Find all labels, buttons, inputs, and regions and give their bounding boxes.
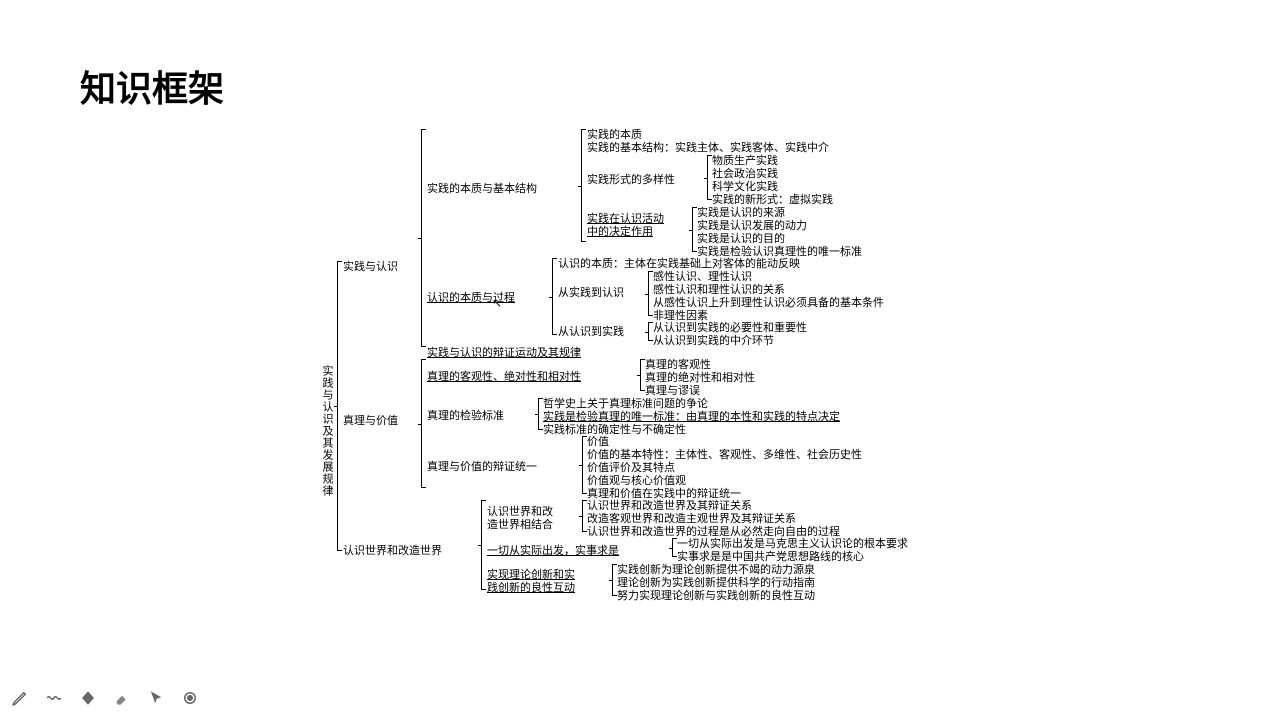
wave-icon[interactable]	[44, 688, 64, 708]
brace	[538, 398, 539, 430]
tree-node: 认识世界和改造世界及其辩证关系	[587, 500, 752, 513]
brace	[672, 538, 673, 557]
tree-node: 改造客观世界和改造主观世界及其辩证关系	[587, 513, 796, 526]
tree-node: 一切从实际出发，实事求是	[487, 545, 619, 558]
tree-node: 从认识到实践的中介环节	[653, 335, 774, 348]
tree-node: 价值的基本特性：主体性、客观性、多维性、社会历史性	[587, 449, 862, 462]
tree-node: 价值	[587, 436, 609, 449]
tree-node: 从认识到实践	[558, 326, 624, 339]
brace	[707, 155, 708, 200]
brace	[481, 500, 482, 590]
tree-node: 真理与谬误	[645, 385, 700, 398]
tree-node: 社会政治实践	[712, 168, 778, 181]
tree-node: 实践是认识的来源	[697, 207, 785, 220]
tree-node: 一切从实际出发是马克思主义认识论的根本要求	[677, 538, 908, 551]
tree-node: 实事求是是中国共产党思想路线的核心	[677, 551, 864, 564]
tree-node: 感性认识和理性认识的关系	[653, 284, 785, 297]
tree-node: 认识的本质与过程	[427, 292, 515, 305]
tree-node: 认识世界和改	[487, 506, 553, 519]
tree-node: 实践标准的确定性与不确定性	[543, 424, 686, 437]
tree-node: 实践的本质	[587, 129, 642, 142]
brace	[552, 258, 553, 335]
brace	[648, 322, 649, 341]
tree-node: 努力实现理论创新与实践创新的良性互动	[617, 590, 815, 603]
brace	[421, 359, 422, 488]
tree-node: 造世界相结合	[487, 519, 553, 532]
tree-node: 中的决定作用	[587, 226, 653, 239]
brace	[582, 436, 583, 494]
tree-node: 认识世界和改造世界	[343, 545, 442, 558]
brace	[421, 129, 422, 347]
tree-node: 理论创新为实践创新提供科学的行动指南	[617, 577, 815, 590]
pen-icon[interactable]	[10, 688, 30, 708]
tree-node: 真理的绝对性和相对性	[645, 372, 755, 385]
eraser-icon[interactable]	[112, 688, 132, 708]
brace	[692, 207, 693, 252]
tree-node: 价值观与核心价值观	[587, 475, 686, 488]
tree-node: 实践的本质与基本结构	[427, 183, 537, 196]
tree-node: 真理的客观性、绝对性和相对性	[427, 371, 581, 384]
tree-node: 价值评价及其特点	[587, 462, 675, 475]
page-title: 知识框架	[80, 60, 224, 112]
tree-node: 实践与认识	[343, 261, 398, 274]
pointer-icon[interactable]	[146, 688, 166, 708]
brace	[640, 359, 641, 391]
brace	[581, 129, 582, 242]
tree-node: 感性认识、理性认识	[653, 271, 752, 284]
brace	[337, 261, 338, 551]
annotation-toolbar	[10, 688, 200, 708]
tree-node: 实现理论创新和实	[487, 569, 575, 582]
brace	[582, 500, 583, 532]
tree-node: 实践形式的多样性	[587, 174, 675, 187]
tree-node: 实践创新为理论创新提供不竭的动力源泉	[617, 564, 815, 577]
tree-node: 从认识到实践的必要性和重要性	[653, 322, 807, 335]
diamond-icon[interactable]	[78, 688, 98, 708]
tree-node: 实践是认识发展的动力	[697, 220, 807, 233]
brace	[648, 271, 649, 316]
tree-node: 从实践到认识	[558, 287, 624, 300]
tree-node: 科学文化实践	[712, 181, 778, 194]
tree-node: 实践与认识的辩证运动及其规律	[427, 347, 581, 360]
tree-node: 真理与价值	[343, 415, 398, 428]
tree-node: 实践是认识的目的	[697, 233, 785, 246]
tree-node: 从感性认识上升到理性认识必须具备的基本条件	[653, 297, 884, 310]
tree-node: 物质生产实践	[712, 155, 778, 168]
tree-node: 实践与认识及其发展规律	[320, 365, 333, 497]
tree-node: 真理的检验标准	[427, 410, 504, 423]
tree-node: 真理与价值的辩证统一	[427, 461, 537, 474]
tree-node: 实践的基本结构：实践主体、实践客体、实践中介	[587, 142, 829, 155]
tree-node: 哲学史上关于真理标准问题的争论	[543, 398, 708, 411]
brace	[612, 564, 613, 596]
tree-node: 实践是检验真理的唯一标准：由真理的本性和实践的特点决定	[543, 411, 840, 424]
circle-icon[interactable]	[180, 688, 200, 708]
tree-diagram: 实践与认识及其发展规律 实践与认识真理与价值认识世界和改造世界 实践的本质与基本结构…	[315, 125, 1275, 605]
tree-node: 实践的新形式：虚拟实践	[712, 194, 833, 207]
tree-node: 认识的本质：主体在实践基础上对客体的能动反映	[558, 258, 800, 271]
tree-node: 实践在认识活动	[587, 213, 664, 226]
tree-node: 践创新的良性互动	[487, 582, 575, 595]
tree-node: 真理的客观性	[645, 359, 711, 372]
